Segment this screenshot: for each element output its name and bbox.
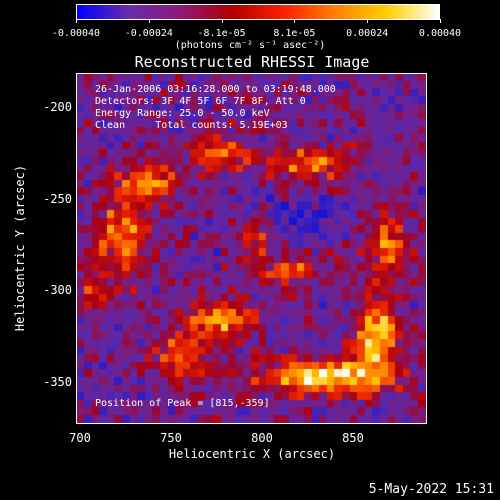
info-counts: Clean Total counts: 5.19E+03 [95,120,288,131]
ytick-label: -350 [43,375,72,389]
info-energy: Energy Range: 25.0 - 50.0 keV [95,108,270,119]
info-peak: Position of Peak = [815,-359] [95,398,270,409]
image-plot: 26-Jan-2006 03:16:28.000 to 03:19:48.000… [76,73,427,424]
colorbar-tick-label: -0.00024 [124,28,173,39]
info-detectors: Detectors: 3F 4F 5F 6F 7F 8F, Att 0 [95,96,306,107]
ytick-label: -250 [43,192,72,206]
colorbar-tick-mark [367,19,369,23]
colorbar-tick-mark [76,19,77,23]
colorbar-tick-mark [148,19,150,23]
x-axis-label: Heliocentric X (arcsec) [168,447,336,461]
colorbar-tick-label: -8.1e-05 [197,28,246,39]
plot-title: Reconstructed RHESSI Image [134,53,370,71]
colorbar-tick-label: -0.00040 [51,28,101,39]
colorbar-units: (photons cm⁻² s⁻¹ asec⁻²) [174,40,326,51]
info-time: 26-Jan-2006 03:16:28.000 to 03:19:48.000 [95,84,336,95]
colorbar-tick-mark [440,19,441,23]
colorbar-tick-mark [294,19,296,23]
xtick-label: 850 [342,431,364,445]
y-axis-label: Heliocentric Y (arcsec) [13,164,27,332]
colorbar-tick-label: 0.00040 [418,28,462,39]
colorbar-tick-mark [221,19,223,23]
heatmap-canvas [77,74,426,423]
colorbar-tick-label: 8.1e-05 [273,28,316,39]
colorbar-tick-label: 0.00024 [346,28,389,39]
ytick-label: -200 [43,100,72,114]
xtick-label: 800 [251,431,273,445]
xtick-label: 700 [69,431,91,445]
timestamp: 5-May-2022 15:31 [368,482,494,497]
ytick-label: -300 [43,283,72,297]
colorbar [76,4,440,20]
xtick-label: 750 [160,431,182,445]
